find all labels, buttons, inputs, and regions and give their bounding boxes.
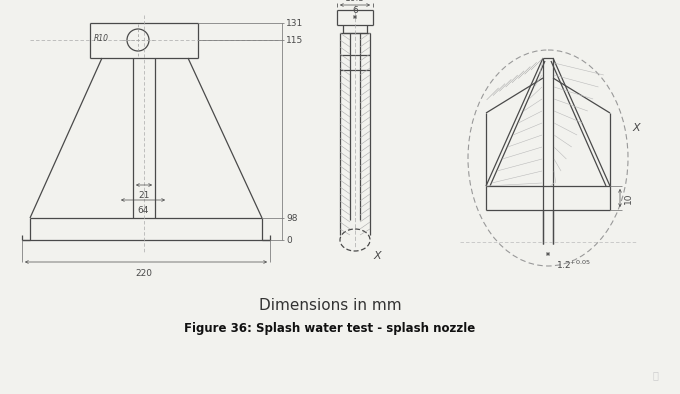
- Text: 0: 0: [286, 236, 292, 245]
- Text: 6: 6: [352, 6, 358, 15]
- Text: Figure 36: Splash water test - splash nozzle: Figure 36: Splash water test - splash no…: [184, 322, 475, 335]
- Text: 98: 98: [286, 214, 298, 223]
- Text: 1.2$^{+0.05}$: 1.2$^{+0.05}$: [556, 259, 591, 271]
- Text: X: X: [632, 123, 640, 133]
- Text: 10.5: 10.5: [345, 0, 365, 3]
- Text: 涨: 涨: [652, 370, 658, 380]
- Text: 21: 21: [138, 191, 150, 200]
- Text: 115: 115: [286, 35, 303, 45]
- Text: X: X: [373, 251, 381, 261]
- Text: 64: 64: [137, 206, 149, 215]
- Text: R10: R10: [94, 33, 109, 43]
- Text: Dimensions in mm: Dimensions in mm: [258, 298, 401, 313]
- Text: 10: 10: [624, 192, 633, 204]
- Text: 220: 220: [135, 269, 152, 278]
- Text: 131: 131: [286, 19, 303, 28]
